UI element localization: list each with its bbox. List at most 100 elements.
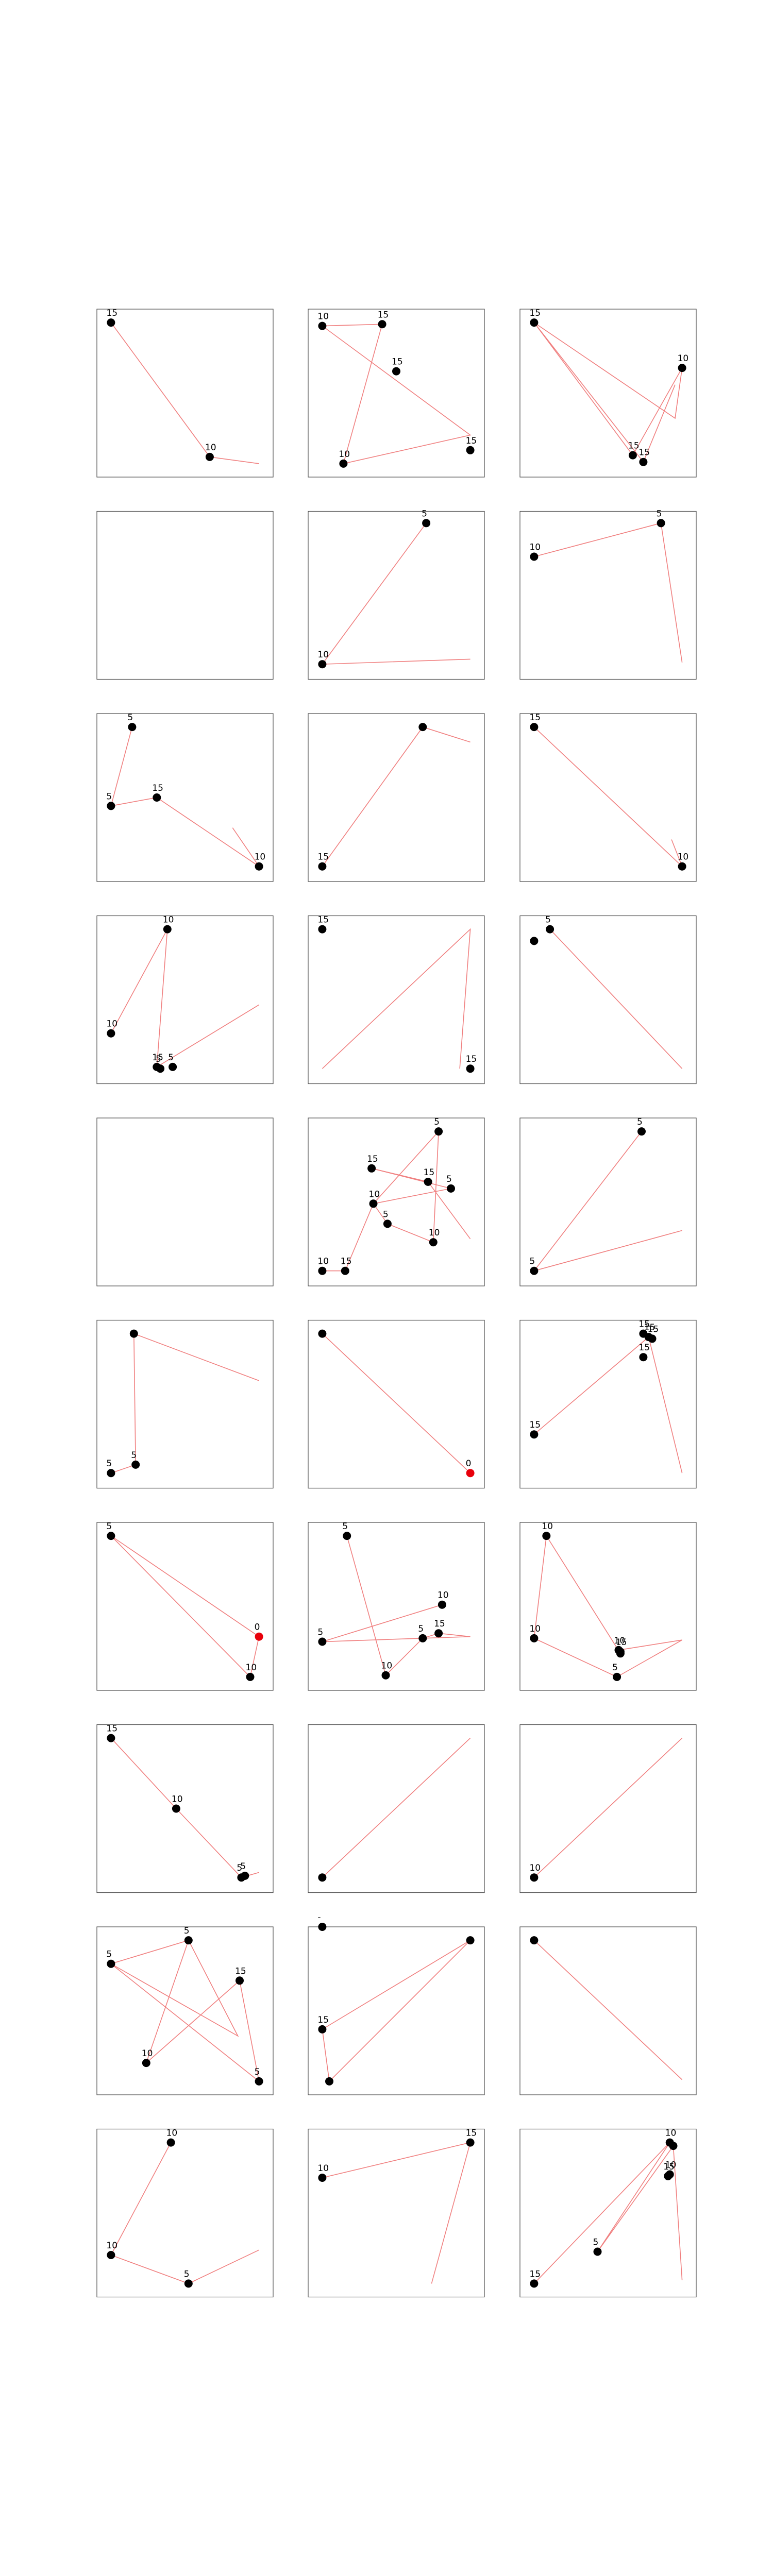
subplot-panel-8: 15: [308, 713, 485, 882]
data-point: [318, 2025, 327, 2033]
data-point: [530, 937, 539, 945]
point-label: 5: [383, 1209, 389, 1219]
point-label: 15: [529, 308, 541, 318]
subplot-frame: [519, 511, 697, 680]
data-point: [434, 1127, 443, 1136]
data-point: [107, 1532, 115, 1540]
data-point: [530, 318, 539, 327]
data-point: [424, 1177, 432, 1186]
route-line: [110, 1535, 260, 1678]
data-point: [318, 862, 327, 871]
point-label: 5: [106, 1521, 112, 1532]
point-label: 10: [542, 1521, 553, 1532]
point-label: 10: [317, 2163, 329, 2174]
subplot-frame: [308, 1926, 485, 2095]
point-label: 10: [438, 1590, 449, 1601]
point-label: 15: [529, 713, 541, 723]
point-label: 10: [529, 1863, 541, 1873]
point-label: 0: [466, 1459, 472, 1469]
point-label: 15: [106, 308, 117, 318]
data-point: [669, 2142, 678, 2150]
point-label: 15: [466, 436, 477, 446]
data-point: [648, 1334, 657, 1343]
route-line: [533, 1738, 683, 1878]
subplot-panel-4: [96, 511, 274, 680]
data-point: [318, 1923, 327, 1931]
subplot-panel-5: 5 10: [308, 509, 485, 680]
point-label: 5: [156, 1054, 161, 1064]
subplot-frame: [96, 915, 274, 1084]
point-label: 5: [184, 1926, 190, 1936]
data-point: [131, 1460, 140, 1469]
data-point: [369, 1199, 378, 1208]
subplot-panel-29: 10 15: [308, 2128, 485, 2298]
subplot-frame: [96, 1117, 274, 1286]
subplot-frame: [519, 915, 697, 1084]
point-label: 10: [163, 915, 174, 925]
data-point: [530, 1936, 539, 1945]
point-label: 10: [106, 1019, 117, 1029]
data-point: [367, 1164, 376, 1173]
point-label: 15: [628, 441, 640, 451]
point-label: 5: [342, 1521, 348, 1532]
point-label: 15: [663, 2162, 675, 2172]
subplot-panel-19: 5 0 10: [96, 1521, 274, 1691]
data-point: [241, 1871, 249, 1880]
point-label: 10: [614, 1636, 626, 1646]
data-point: [530, 1430, 539, 1439]
point-label: 5: [184, 2269, 190, 2279]
data-point: [466, 1064, 475, 1073]
point-label: 15: [367, 1154, 378, 1164]
data-point: [129, 1329, 138, 1338]
data-point: [657, 519, 665, 528]
subplot-frame: [519, 309, 697, 478]
data-point: [530, 552, 539, 561]
point-label: 15: [638, 448, 650, 458]
point-label: 10: [678, 353, 689, 364]
point-label: 15: [638, 1343, 650, 1353]
route-line: [110, 1738, 259, 1878]
point-label: 5: [418, 1624, 424, 1634]
subplot-panel-2: 10 15 15 15 10: [308, 309, 485, 478]
data-point: [466, 1936, 475, 1945]
depot-point: [466, 1469, 475, 1478]
data-point: [639, 1353, 648, 1362]
subplot-panel-13: [96, 1117, 274, 1286]
point-label: 5: [529, 1257, 535, 1267]
data-point: [381, 1671, 390, 1680]
data-point: [343, 1532, 351, 1540]
point-label: 5: [106, 791, 112, 802]
point-label: 10: [317, 1257, 329, 1267]
point-label: 10: [678, 852, 689, 862]
point-label: 15: [152, 1053, 163, 1063]
subplot-panel-17: 0: [308, 1319, 485, 1489]
data-point: [163, 925, 172, 934]
data-point: [205, 452, 214, 461]
point-label: 15: [466, 1054, 477, 1064]
subplot-panel-20: 5 10 5 5 15 10: [308, 1521, 485, 1691]
data-point: [156, 1064, 165, 1073]
data-point: [255, 862, 263, 871]
data-point: [466, 2138, 475, 2147]
point-label: 5: [593, 2238, 599, 2248]
subplot-frame: [96, 1926, 274, 2095]
subplot-frame: [308, 1522, 485, 1691]
point-label: 15: [644, 1323, 656, 1333]
data-point: [447, 1184, 455, 1193]
point-label: 10: [529, 1624, 541, 1634]
point-label: 10: [317, 650, 329, 660]
point-label: 15: [317, 915, 329, 925]
subplot-frame: [96, 1724, 274, 1893]
data-point: [418, 723, 427, 732]
data-point: [169, 1062, 177, 1071]
point-label: 15: [616, 1637, 627, 1648]
data-point: [325, 2077, 333, 2086]
route-line: [322, 1333, 471, 1473]
data-point: [639, 457, 648, 466]
point-label: 5: [127, 713, 133, 723]
data-point: [318, 1329, 327, 1338]
